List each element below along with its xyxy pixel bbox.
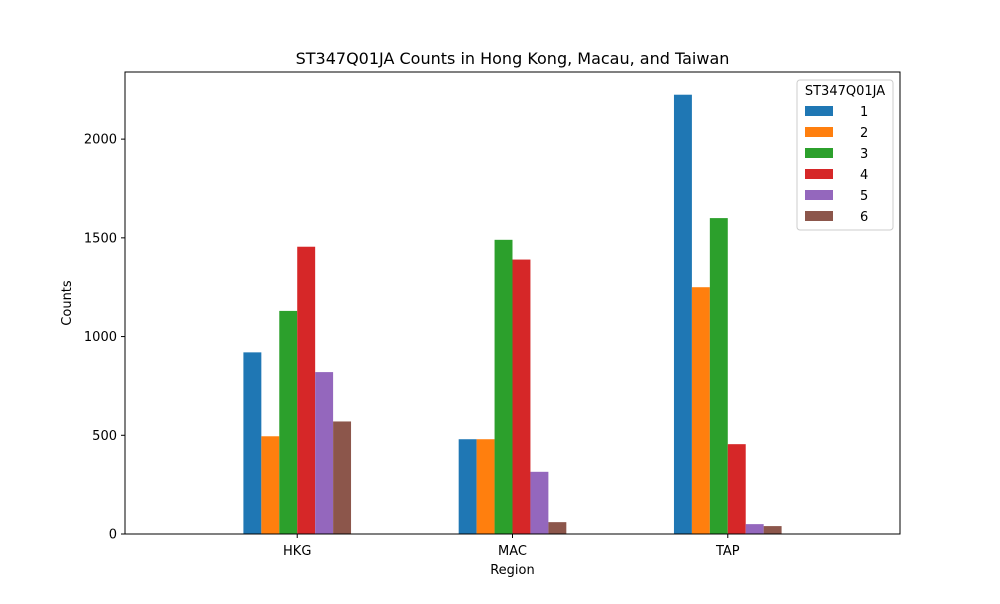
- legend-swatch-series-5: [805, 190, 833, 200]
- bar-hkg-series-1: [243, 352, 262, 534]
- bar-hkg-series-4: [297, 246, 316, 535]
- legend-items: 1 2 3 4 5 6: [805, 105, 868, 225]
- bar-mac-series-2: [476, 439, 495, 534]
- bar-hkg-series-3: [279, 310, 298, 534]
- bar-tap-series-6: [763, 526, 782, 534]
- bar-mac-series-1: [458, 439, 477, 534]
- bar-mac-series-5: [530, 471, 549, 534]
- y-tick-label: 500: [92, 429, 117, 444]
- bar-mac-series-6: [548, 522, 567, 534]
- bar-hkg-series-6: [333, 421, 352, 534]
- y-tick-label: 1500: [84, 231, 117, 246]
- legend-swatch-series-4: [805, 169, 833, 179]
- bar-mac-series-4: [512, 259, 531, 534]
- bar-tap-series-2: [691, 287, 710, 534]
- x-axis-label: Region: [490, 563, 535, 578]
- chart-title: ST347Q01JA Counts in Hong Kong, Macau, a…: [296, 49, 730, 68]
- y-axis-label: Counts: [60, 280, 75, 326]
- legend-swatch-series-1: [805, 106, 833, 116]
- legend-label-series-6: 6: [860, 210, 868, 225]
- legend-label-series-1: 1: [860, 105, 868, 120]
- y-tick-label: 2000: [84, 133, 117, 148]
- y-tick-label: 1000: [84, 330, 117, 345]
- bar-mac-series-3: [494, 239, 513, 534]
- legend-title: ST347Q01JA: [805, 84, 885, 99]
- y-axis: 0 500 1000 1500 2000: [84, 133, 125, 543]
- legend: ST347Q01JA 1 2 3 4 5 6: [796, 79, 894, 231]
- x-axis: HKG MAC TAP: [283, 534, 740, 559]
- x-tick-label: TAP: [715, 544, 740, 559]
- bar-tap-series-4: [727, 444, 746, 534]
- bars-layer: [243, 94, 782, 535]
- bar-tap-series-5: [745, 524, 764, 534]
- legend-swatch-series-3: [805, 148, 833, 158]
- x-tick-label: MAC: [498, 544, 527, 559]
- bar-hkg-series-5: [315, 372, 334, 534]
- x-tick-label: HKG: [283, 544, 311, 559]
- bar-hkg-series-2: [261, 436, 280, 534]
- legend-swatch-series-6: [805, 211, 833, 221]
- legend-label-series-2: 2: [860, 126, 868, 141]
- legend-label-series-5: 5: [860, 189, 868, 204]
- legend-label-series-4: 4: [860, 168, 868, 183]
- legend-label-series-3: 3: [860, 147, 868, 162]
- legend-swatch-series-2: [805, 127, 833, 137]
- bar-tap-series-3: [709, 218, 728, 534]
- y-tick-label: 0: [109, 528, 117, 543]
- bar-tap-series-1: [673, 94, 692, 535]
